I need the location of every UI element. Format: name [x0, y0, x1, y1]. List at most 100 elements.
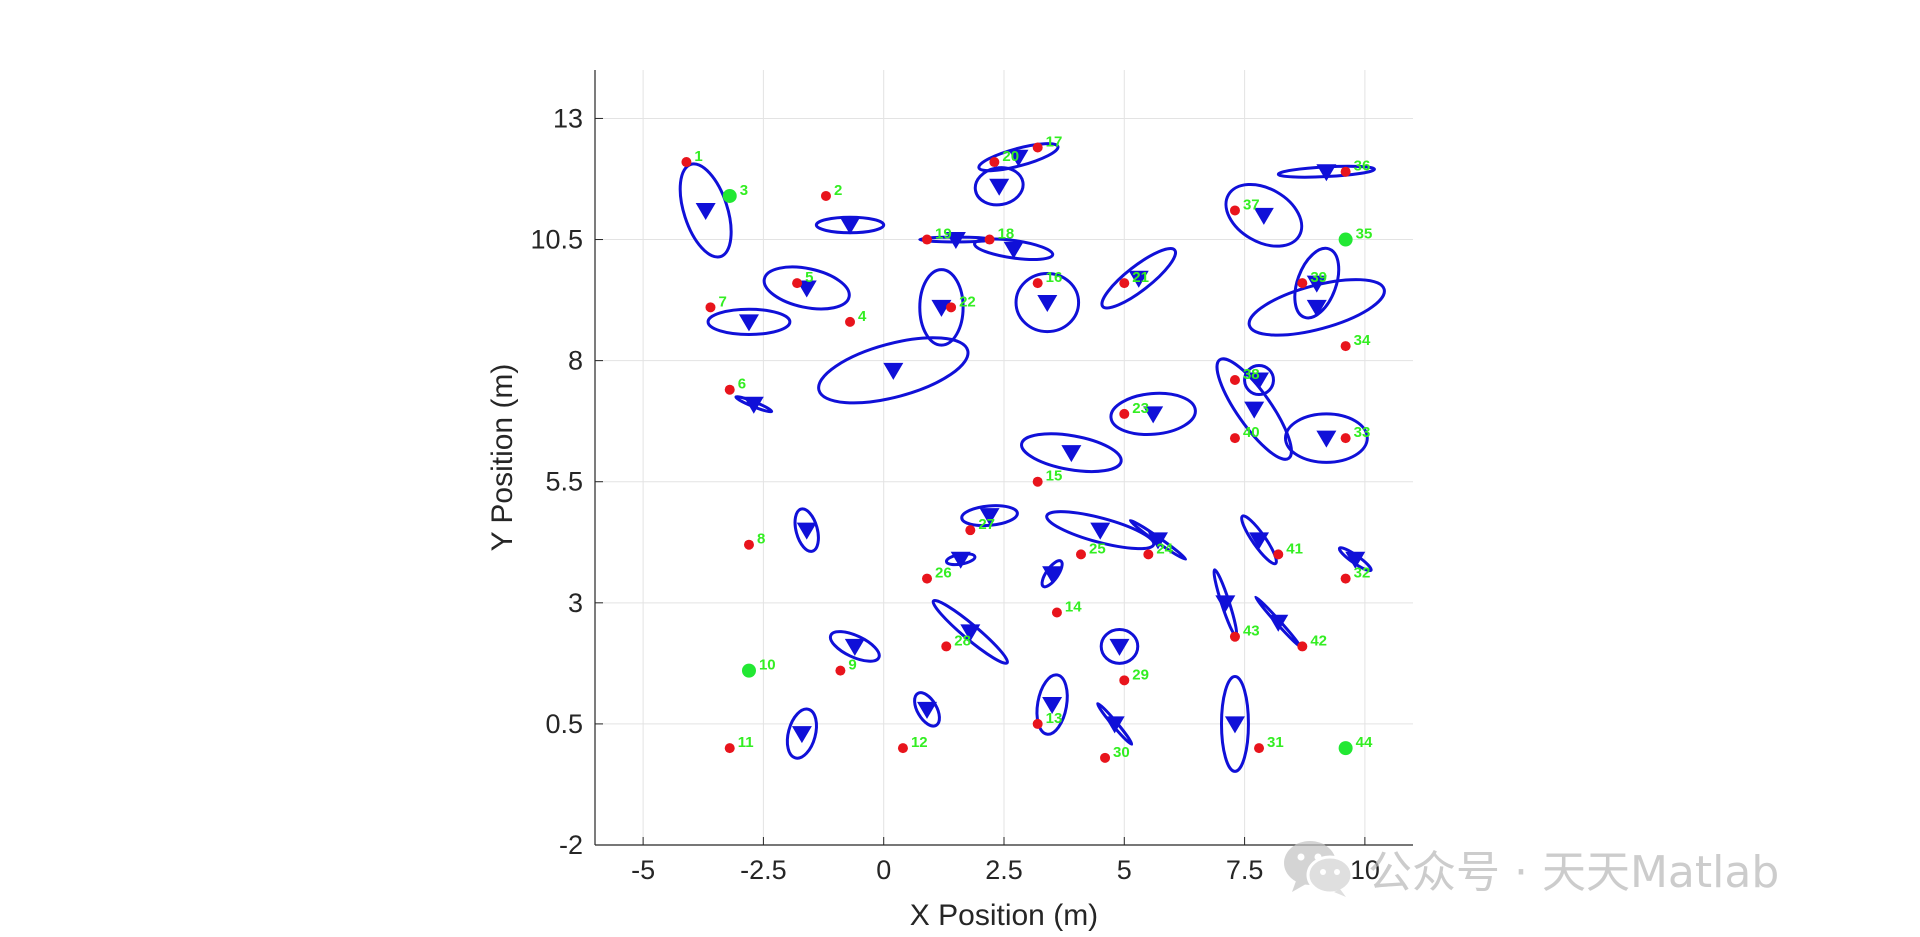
- x-axis-title: X Position (m): [910, 899, 1098, 932]
- estimate-marker: [1316, 430, 1337, 448]
- uncertainty-ellipse: [1293, 246, 1341, 320]
- sensor-node: [1032, 142, 1043, 153]
- estimate-marker: [989, 178, 1010, 196]
- uncertainty-ellipse: [1045, 510, 1156, 551]
- sensor-node: [1229, 375, 1240, 385]
- node-label: 26: [935, 565, 952, 582]
- uncertainty-ellipse: [973, 237, 1055, 261]
- node-label: 28: [954, 632, 971, 649]
- estimate-marker: [1249, 372, 1270, 390]
- estimate-marker: [1109, 638, 1130, 656]
- node-label: 5: [805, 269, 813, 286]
- node-label: 3: [740, 182, 748, 199]
- node-label: 16: [1046, 269, 1063, 286]
- uncertainty-ellipse: [785, 707, 818, 760]
- sensor-node: [1297, 278, 1308, 289]
- sensor-node: [1229, 631, 1240, 642]
- estimate-marker: [844, 638, 865, 656]
- node-label: 29: [1132, 666, 1149, 683]
- uncertainty-ellipse: [1215, 357, 1293, 461]
- sensor-node: [835, 665, 846, 676]
- x-tick-label: 10: [1350, 855, 1380, 885]
- sensor-node: [792, 278, 803, 289]
- uncertainty-ellipse: [762, 265, 851, 311]
- x-tick-label: 7.5: [1226, 855, 1264, 885]
- estimate-marker: [738, 314, 759, 332]
- estimate-marker: [1143, 406, 1164, 424]
- sensor-node: [1051, 607, 1062, 618]
- sensor-node: [1032, 476, 1043, 487]
- sensor-node: [1119, 675, 1130, 686]
- sensor-node: [681, 157, 692, 168]
- estimate-marker: [1042, 697, 1063, 715]
- sensor-node: [1119, 278, 1130, 289]
- sensor-node: [705, 302, 716, 313]
- wechat-icon: [1284, 841, 1354, 897]
- uncertainty-ellipse: [1099, 627, 1140, 665]
- estimate-marker: [1215, 595, 1236, 613]
- sensor-node: [820, 190, 831, 201]
- y-tick-label: 0.5: [545, 709, 583, 739]
- sensor-node: [965, 525, 976, 536]
- node-label: 38: [1243, 366, 1260, 383]
- node-label: 44: [1356, 734, 1373, 751]
- node-label: 31: [1267, 734, 1284, 751]
- node-label: 17: [1046, 134, 1063, 151]
- node-label: 20: [1002, 148, 1019, 165]
- node-label: 23: [1132, 400, 1149, 417]
- sensor-node: [1340, 166, 1351, 177]
- estimate-marker: [917, 701, 938, 719]
- y-tick-label: 13: [553, 103, 583, 133]
- sensor-node: [989, 157, 1000, 168]
- uncertainty-ellipse: [817, 336, 970, 405]
- node-label: 9: [848, 657, 856, 674]
- sensor-node: [1297, 641, 1308, 652]
- uncertainty-ellipse: [1224, 182, 1304, 248]
- sensor-node: [897, 743, 908, 754]
- estimate-marker-layer: [695, 149, 1366, 744]
- node-label: 39: [1310, 269, 1327, 286]
- watermark-text: 公众号 · 天天Matlab: [1368, 847, 1780, 898]
- estimate-marker: [979, 508, 1000, 526]
- estimate-marker: [883, 362, 904, 380]
- sensor-node: [1229, 433, 1240, 444]
- uncertainty-ellipse: [1243, 363, 1275, 397]
- estimate-marker: [1316, 164, 1337, 182]
- node-label: 4: [858, 308, 867, 325]
- uncertainty-ellipse: [977, 142, 1060, 173]
- uncertainty-ellipse: [1247, 278, 1386, 337]
- estimate-marker: [1249, 532, 1270, 550]
- node-label: 11: [738, 734, 754, 751]
- node-label: 30: [1113, 744, 1130, 761]
- uncertainty-ellipse: [1014, 271, 1081, 334]
- y-tick-label: 3: [568, 588, 583, 618]
- node-label: 22: [959, 293, 976, 310]
- anchor-node: [741, 663, 756, 678]
- estimate-marker: [1306, 275, 1327, 293]
- node-label: 41: [1286, 540, 1303, 557]
- uncertainty-ellipse: [1219, 674, 1250, 773]
- uncertainty-ellipse: [1100, 247, 1178, 310]
- x-tick-label: -5: [631, 855, 655, 885]
- anchor-node: [1338, 741, 1353, 756]
- estimate-marker: [1224, 716, 1245, 734]
- sensor-node: [1143, 549, 1154, 560]
- uncertainty-ellipse: [828, 630, 881, 663]
- x-tick-label: 0: [876, 855, 891, 885]
- uncertainty-ellipse: [1283, 412, 1369, 464]
- node-label: 37: [1243, 196, 1260, 213]
- sensor-node: [845, 316, 856, 327]
- sensor-node: [1032, 718, 1043, 729]
- estimate-marker: [1008, 149, 1029, 167]
- watermark: 公众号 · 天天Matlab: [1282, 838, 1779, 898]
- sensor-node: [724, 743, 735, 754]
- sensor-node: [1273, 549, 1284, 560]
- node-label: 43: [1243, 623, 1260, 640]
- estimate-marker: [1128, 270, 1149, 288]
- estimate-marker: [791, 726, 812, 744]
- sensor-node: [1254, 743, 1265, 754]
- estimate-marker: [1147, 532, 1168, 550]
- sensor-node: [1100, 752, 1111, 763]
